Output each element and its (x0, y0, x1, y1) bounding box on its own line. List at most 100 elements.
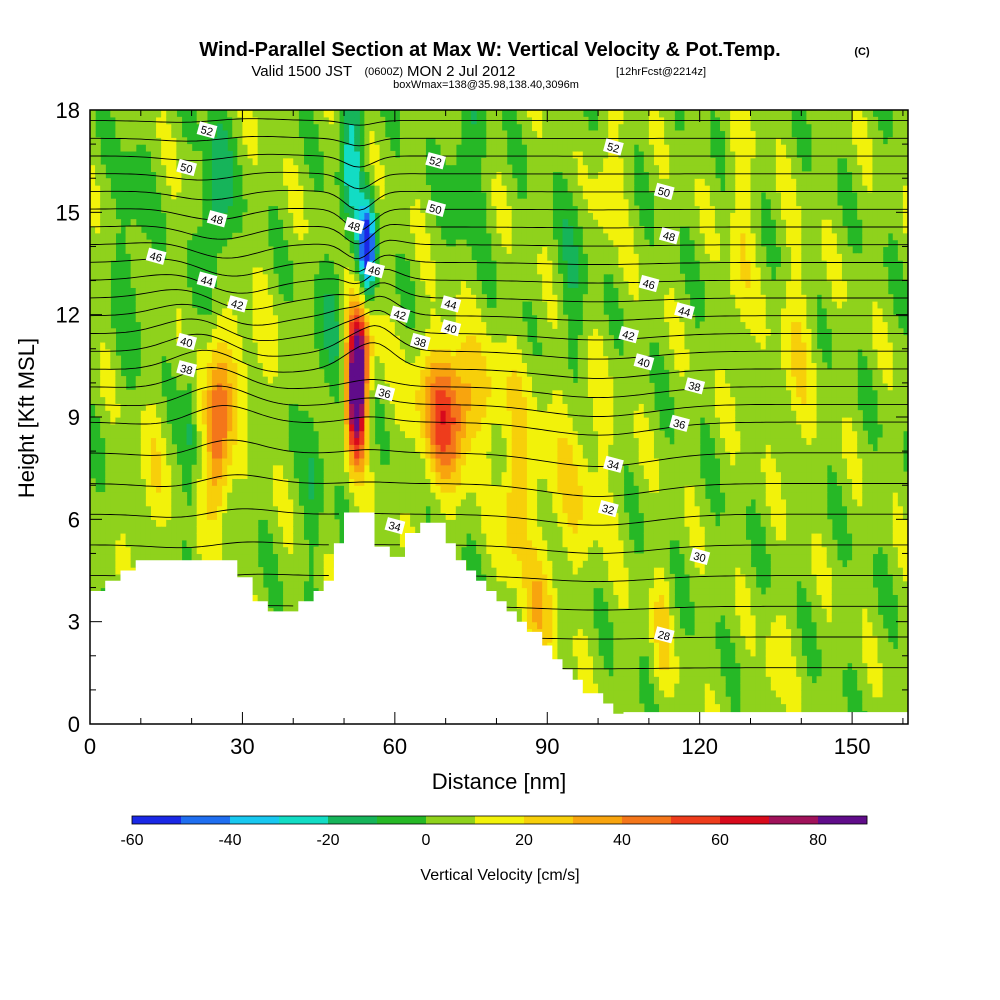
velocity-cell (242, 246, 249, 254)
velocity-cell (318, 410, 325, 418)
velocity-cell (333, 430, 340, 439)
velocity-cell (201, 328, 208, 336)
velocity-cell (420, 451, 426, 459)
velocity-cell (161, 307, 167, 316)
velocity-cell (196, 191, 203, 200)
velocity-cell (328, 355, 335, 364)
velocity-cell (252, 239, 259, 248)
velocity-cell (166, 314, 172, 323)
velocity-cell (328, 560, 335, 568)
velocity-cell (237, 519, 244, 527)
velocity-cell (176, 116, 183, 125)
velocity-cell (222, 417, 228, 425)
velocity-cell (384, 307, 391, 316)
velocity-cell (308, 280, 315, 288)
velocity-cell (242, 137, 249, 145)
velocity-cell (227, 150, 233, 159)
velocity-cell (135, 457, 142, 466)
velocity-cell (232, 464, 238, 473)
velocity-cell (430, 355, 437, 364)
velocity-cell (115, 451, 122, 459)
velocity-cell (191, 471, 198, 479)
velocity-cell (206, 348, 213, 357)
velocity-cell (232, 355, 238, 364)
velocity-cell (105, 321, 111, 329)
velocity-cell (323, 532, 330, 541)
velocity-cell (90, 130, 96, 138)
velocity-cell (364, 389, 371, 398)
velocity-cell (420, 164, 426, 172)
velocity-cell (323, 471, 330, 479)
velocity-cell (267, 266, 274, 275)
velocity-cell (95, 567, 101, 575)
velocity-cell (364, 144, 371, 152)
velocity-cell (211, 512, 218, 520)
velocity-cell (145, 341, 152, 350)
velocity-cell (410, 260, 416, 268)
velocity-cell (227, 185, 233, 193)
velocity-cell (288, 485, 294, 493)
velocity-cell (156, 164, 162, 172)
velocity-cell (257, 205, 264, 213)
velocity-cell (232, 335, 238, 343)
velocity-cell (277, 362, 284, 370)
velocity-cell (364, 232, 371, 241)
velocity-cell (420, 191, 426, 200)
velocity-cell (217, 410, 223, 418)
velocity-cell (110, 423, 116, 432)
velocity-cell (186, 423, 193, 432)
velocity-cell (217, 417, 223, 425)
velocity-cell (166, 144, 172, 152)
velocity-cell (415, 301, 421, 309)
velocity-cell (267, 321, 274, 329)
velocity-cell (237, 560, 244, 568)
velocity-cell (374, 348, 381, 357)
velocity-cell (384, 280, 391, 288)
velocity-cell (415, 273, 421, 282)
velocity-cell (227, 498, 233, 507)
velocity-cell (303, 178, 310, 186)
velocity-cell (435, 396, 442, 404)
velocity-cell (130, 485, 137, 493)
velocity-cell (338, 314, 345, 323)
velocity-cell (430, 485, 437, 493)
velocity-cell (130, 396, 137, 404)
velocity-cell (262, 512, 269, 520)
velocity-cell (435, 464, 442, 473)
velocity-cell (405, 164, 411, 172)
velocity-cell (318, 553, 325, 561)
velocity-cell (267, 464, 274, 473)
velocity-cell (252, 451, 259, 459)
velocity-cell (217, 185, 223, 193)
velocity-cell (374, 110, 381, 118)
velocity-cell (354, 191, 360, 200)
velocity-cell (100, 219, 106, 227)
velocity-cell (369, 355, 376, 364)
velocity-cell (410, 492, 416, 500)
velocity-cell (328, 539, 335, 548)
velocity-cell (420, 144, 426, 152)
velocity-cell (308, 239, 315, 248)
velocity-cell (95, 328, 101, 336)
velocity-cell (410, 505, 416, 514)
velocity-cell (262, 130, 269, 138)
velocity-cell (105, 410, 111, 418)
velocity-cell (430, 321, 437, 329)
velocity-cell (405, 457, 411, 466)
velocity-cell (349, 171, 355, 179)
velocity-cell (257, 314, 264, 323)
velocity-cell (415, 451, 421, 459)
velocity-cell (217, 157, 223, 166)
velocity-cell (130, 137, 137, 145)
velocity-cell (90, 328, 96, 336)
velocity-cell (323, 246, 330, 254)
velocity-cell (191, 389, 198, 398)
velocity-cell (247, 178, 254, 186)
velocity-cell (435, 437, 442, 445)
velocity-cell (262, 171, 269, 179)
velocity-cell (227, 485, 233, 493)
velocity-cell (389, 498, 396, 507)
velocity-cell (95, 341, 101, 350)
velocity-cell (206, 451, 213, 459)
velocity-cell (420, 321, 426, 329)
